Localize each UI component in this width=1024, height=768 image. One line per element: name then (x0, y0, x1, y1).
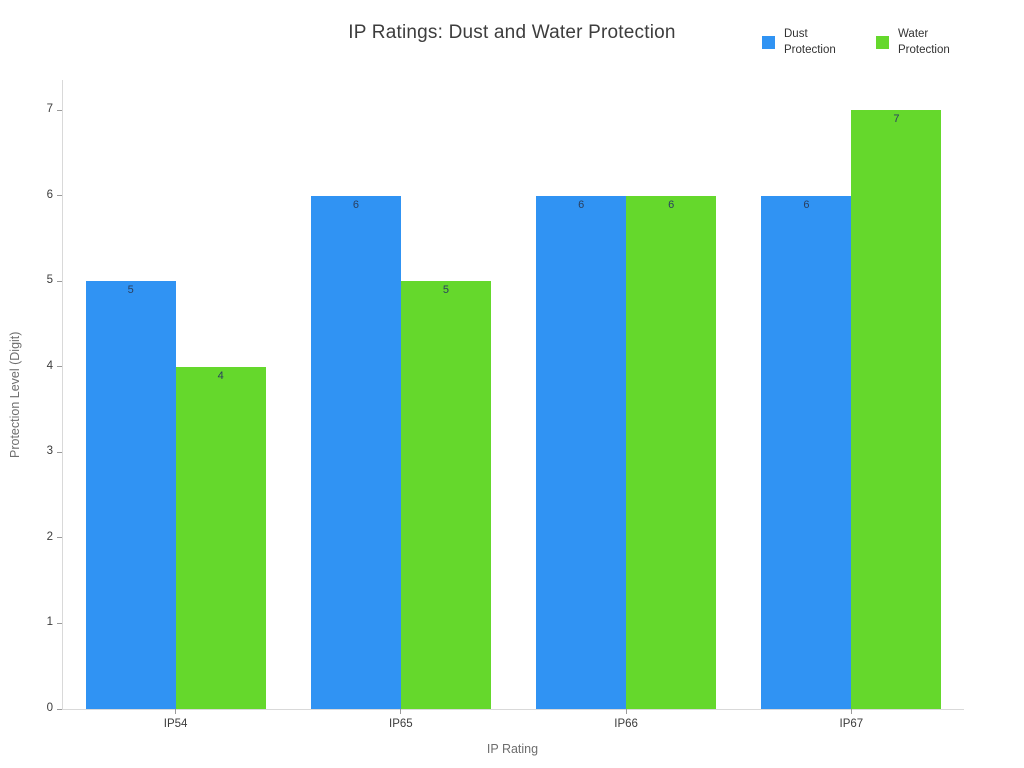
x-tick (400, 709, 402, 714)
x-category-label: IP67 (839, 718, 864, 730)
x-tick (850, 709, 852, 714)
legend-item-1: Water Protection (876, 27, 964, 58)
plot-area: 0 1 2 3 4 5 6 7 IP54 5 4 IP65 6 5 IP66 6 6 IP67 6 7 (47, 80, 964, 730)
y-tick-label: 7 (46, 103, 53, 115)
y-tick (57, 451, 62, 453)
y-tick-label: 6 (46, 188, 53, 201)
bar-value-label: 6 (578, 198, 585, 211)
bar-ip67-series1: 7 (851, 110, 942, 709)
y-tick (57, 109, 62, 111)
legend-swatch-icon (876, 36, 889, 50)
bar-value-label: 5 (127, 284, 134, 297)
bar-ip65-series1: 5 (400, 281, 491, 709)
chart-title: IP Ratings: Dust and Water Protection (348, 22, 676, 43)
legend-label: Dust Protection (784, 28, 836, 56)
y-tick-label: 1 (46, 616, 53, 629)
y-tick (57, 622, 62, 624)
y-tick-label: 2 (46, 530, 53, 543)
x-category-label: IP65 (389, 718, 413, 730)
x-tick (625, 709, 627, 714)
bar-value-label: 6 (803, 198, 810, 211)
bar-value-label: 5 (442, 284, 449, 297)
x-tick (175, 709, 177, 714)
legend-label: Water Protection (898, 28, 950, 56)
y-tick-label: 4 (46, 359, 53, 372)
y-tick (57, 708, 62, 710)
bar-ip65-series0: 6 (310, 195, 401, 709)
x-category-label: IP66 (614, 718, 638, 730)
y-tick-label: 3 (46, 445, 53, 458)
y-tick-label: 0 (46, 702, 53, 714)
y-tick (57, 195, 62, 197)
legend-swatch-icon (762, 36, 775, 50)
x-category-label: IP54 (163, 718, 188, 730)
bar-value-label: 4 (217, 369, 224, 382)
bar-value-label: 6 (352, 198, 359, 211)
bar-ip54-series0: 5 (85, 281, 176, 709)
legend: Dust Protection Water Protection (762, 27, 964, 58)
bar-ip67-series0: 6 (761, 195, 852, 709)
y-tick (57, 366, 62, 368)
y-tick (57, 537, 62, 539)
y-axis-title: Protection Level (Digit) (8, 331, 22, 458)
y-tick-label: 5 (46, 274, 53, 287)
bar-value-label: 7 (893, 113, 900, 125)
bar-value-label: 6 (668, 198, 675, 211)
y-tick (57, 280, 62, 282)
legend-item-0: Dust Protection (762, 27, 850, 58)
bar-ip66-series0: 6 (536, 195, 627, 709)
x-axis-title: IP Rating (486, 742, 539, 756)
bar-ip54-series1: 4 (175, 366, 266, 709)
bar-ip66-series1: 6 (626, 195, 717, 709)
